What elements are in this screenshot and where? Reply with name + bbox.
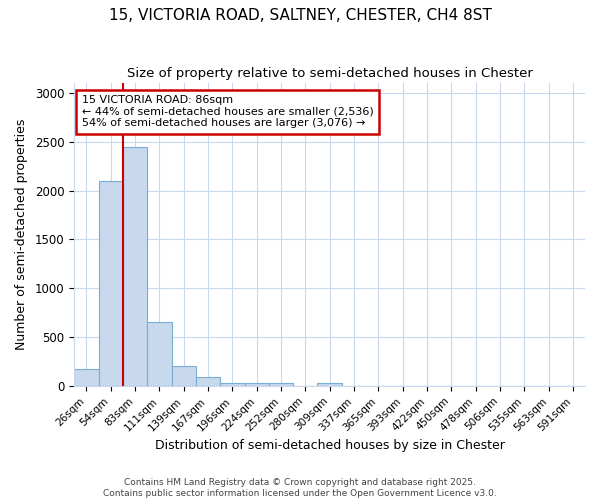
Text: 15, VICTORIA ROAD, SALTNEY, CHESTER, CH4 8ST: 15, VICTORIA ROAD, SALTNEY, CHESTER, CH4… — [109, 8, 491, 22]
Bar — [220, 382, 245, 386]
Bar — [245, 382, 269, 386]
Text: 15 VICTORIA ROAD: 86sqm
← 44% of semi-detached houses are smaller (2,536)
54% of: 15 VICTORIA ROAD: 86sqm ← 44% of semi-de… — [82, 95, 374, 128]
Title: Size of property relative to semi-detached houses in Chester: Size of property relative to semi-detach… — [127, 68, 533, 80]
Bar — [147, 322, 172, 386]
Bar — [317, 383, 342, 386]
Text: Contains HM Land Registry data © Crown copyright and database right 2025.
Contai: Contains HM Land Registry data © Crown c… — [103, 478, 497, 498]
Bar — [269, 383, 293, 386]
X-axis label: Distribution of semi-detached houses by size in Chester: Distribution of semi-detached houses by … — [155, 440, 505, 452]
Bar — [74, 369, 98, 386]
Y-axis label: Number of semi-detached properties: Number of semi-detached properties — [15, 119, 28, 350]
Bar — [172, 366, 196, 386]
Bar — [123, 146, 147, 386]
Bar — [196, 377, 220, 386]
Bar — [98, 181, 123, 386]
